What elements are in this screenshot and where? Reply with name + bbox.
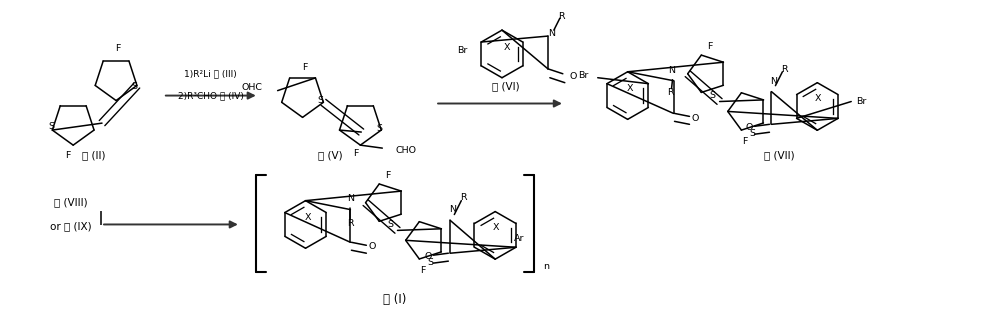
- Text: S: S: [318, 96, 324, 105]
- Text: X: X: [815, 94, 822, 103]
- Text: or 式 (IX): or 式 (IX): [50, 222, 92, 232]
- Text: F: F: [385, 172, 390, 180]
- Text: n: n: [543, 262, 549, 271]
- Text: 1)R²Li 式 (III): 1)R²Li 式 (III): [184, 69, 237, 78]
- Text: S: S: [427, 258, 433, 266]
- Text: CHO: CHO: [395, 146, 416, 155]
- Text: 式 (II): 式 (II): [82, 150, 106, 160]
- Text: X: X: [626, 84, 633, 93]
- Text: R: R: [781, 65, 788, 74]
- Text: F: F: [66, 151, 71, 160]
- Text: N: N: [548, 29, 555, 37]
- Text: S: S: [376, 124, 382, 133]
- Text: N: N: [770, 77, 777, 86]
- Text: S: S: [709, 91, 715, 100]
- Text: Br: Br: [457, 47, 467, 56]
- Text: O: O: [746, 123, 753, 132]
- Text: S: S: [387, 220, 393, 229]
- Text: F: F: [707, 41, 712, 50]
- Text: OHC: OHC: [242, 83, 263, 92]
- Text: F: F: [353, 149, 358, 158]
- Text: Br: Br: [579, 71, 589, 80]
- Text: 式 (I): 式 (I): [383, 293, 407, 306]
- Text: O: O: [425, 252, 432, 261]
- Text: F: F: [115, 45, 121, 54]
- Text: R: R: [460, 193, 467, 202]
- Text: 2)R³CHO 式 (IV): 2)R³CHO 式 (IV): [178, 91, 244, 100]
- Text: 式 (VIII): 式 (VIII): [54, 198, 88, 208]
- Text: N: N: [449, 205, 456, 214]
- Text: O: O: [692, 114, 699, 123]
- Text: R: R: [347, 219, 354, 228]
- Text: F: F: [420, 266, 425, 275]
- Text: R: R: [667, 88, 674, 97]
- Text: 式 (VII): 式 (VII): [764, 150, 795, 160]
- Text: S: S: [131, 82, 137, 91]
- Text: N: N: [347, 194, 354, 203]
- Text: 式 (VI): 式 (VI): [492, 82, 520, 92]
- Text: R: R: [559, 12, 565, 21]
- Text: X: X: [493, 223, 499, 232]
- Text: O: O: [569, 72, 576, 81]
- Text: O: O: [369, 242, 376, 251]
- Text: Ar: Ar: [514, 234, 524, 243]
- Text: N: N: [668, 66, 675, 75]
- Text: S: S: [749, 129, 755, 138]
- Text: X: X: [504, 44, 510, 52]
- Text: F: F: [302, 63, 307, 72]
- Text: X: X: [304, 213, 311, 222]
- Text: F: F: [742, 137, 747, 146]
- Text: Br: Br: [856, 97, 866, 106]
- Text: S: S: [48, 122, 54, 131]
- Text: 式 (V): 式 (V): [318, 150, 343, 160]
